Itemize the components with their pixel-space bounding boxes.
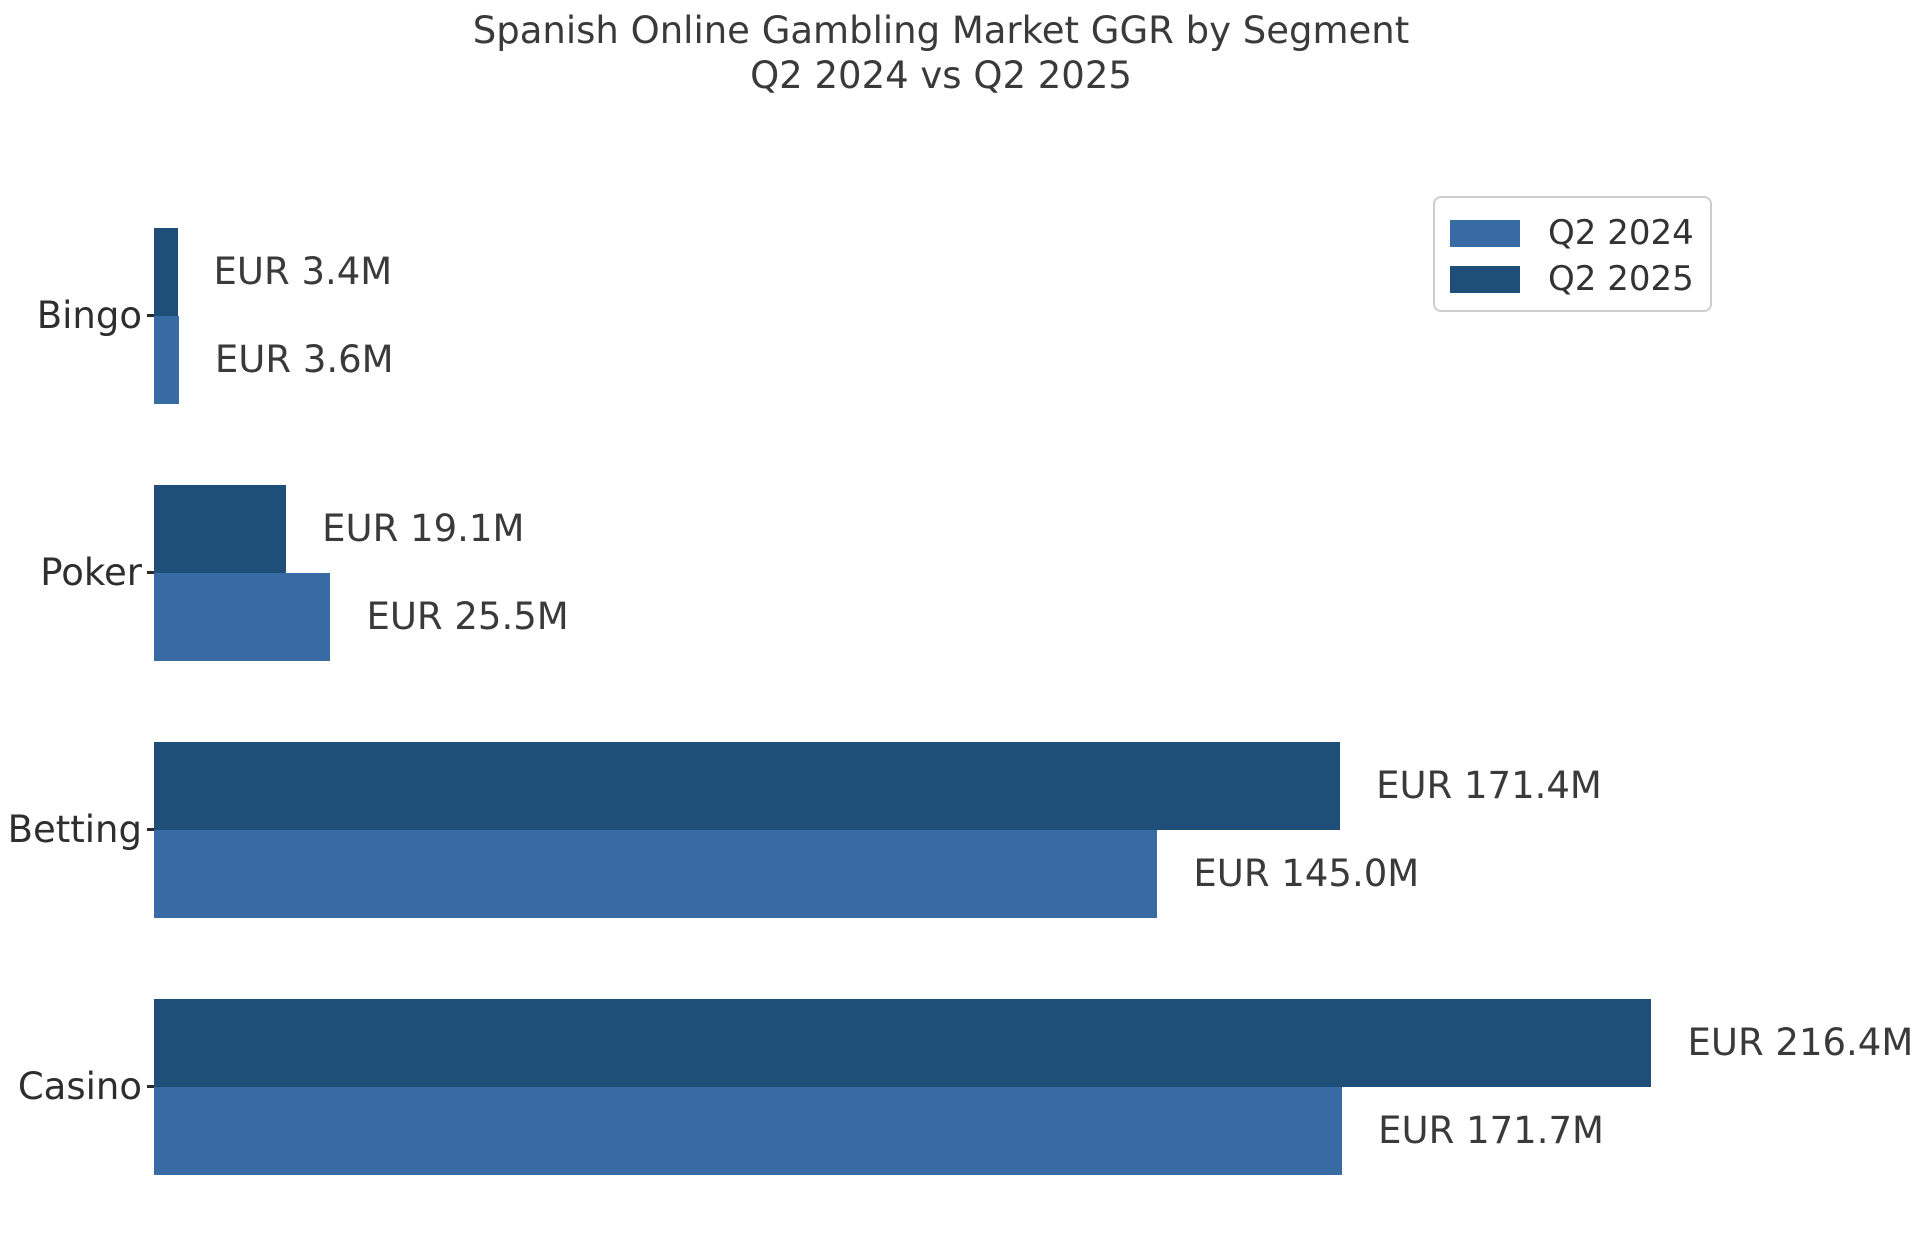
- y-tick-mark-bingo: [147, 314, 160, 317]
- bar-q2-2024-bingo: [154, 315, 179, 404]
- bar-q2-2024-betting: [154, 829, 1158, 918]
- bar-value-label-q2-2025-casino: EUR 216.4M: [1687, 1020, 1914, 1064]
- bar-value-label-q2-2025-betting: EUR 171.4M: [1376, 763, 1602, 807]
- legend-item-q2-2025: Q2 2025: [1450, 256, 1710, 302]
- bar-value-label-q2-2024-bingo: EUR 3.6M: [214, 337, 394, 381]
- bar-value-label-q2-2025-poker: EUR 19.1M: [322, 506, 525, 550]
- y-tick-mark-poker: [147, 571, 160, 574]
- bar-value-label-q2-2024-betting: EUR 145.0M: [1193, 851, 1420, 895]
- chart-title-line2: Q2 2024 vs Q2 2025: [750, 54, 1132, 97]
- y-tick-label-casino: Casino: [17, 1064, 142, 1108]
- bar-q2-2024-poker: [154, 572, 331, 661]
- legend-swatch-q2-2024: [1450, 219, 1520, 247]
- bar-q2-2025-bingo: [154, 227, 178, 316]
- legend-swatch-q2-2025: [1450, 265, 1520, 293]
- legend-label-q2-2024: Q2 2024: [1548, 213, 1694, 253]
- y-tick-mark-betting: [147, 828, 160, 831]
- bar-value-label-q2-2024-poker: EUR 25.5M: [366, 594, 569, 638]
- bar-q2-2025-betting: [154, 741, 1341, 830]
- y-tick-label-poker: Poker: [40, 550, 142, 594]
- y-tick-label-betting: Betting: [7, 807, 142, 851]
- bar-q2-2025-casino: [154, 998, 1652, 1087]
- y-tick-label-bingo: Bingo: [36, 293, 142, 337]
- chart-title: Spanish Online Gambling Market GGR by Se…: [154, 8, 1728, 98]
- bar-value-label-q2-2025-bingo: EUR 3.4M: [213, 249, 393, 293]
- legend-label-q2-2025: Q2 2025: [1548, 259, 1694, 299]
- bar-value-label-q2-2024-casino: EUR 171.7M: [1378, 1108, 1604, 1152]
- bar-q2-2025-poker: [154, 484, 287, 573]
- bar-q2-2024-casino: [154, 1086, 1343, 1175]
- chart-title-line1: Spanish Online Gambling Market GGR by Se…: [472, 9, 1410, 52]
- legend: Q2 2024 Q2 2025: [1433, 196, 1712, 312]
- y-tick-mark-casino: [147, 1085, 160, 1088]
- legend-item-q2-2024: Q2 2024: [1450, 210, 1710, 256]
